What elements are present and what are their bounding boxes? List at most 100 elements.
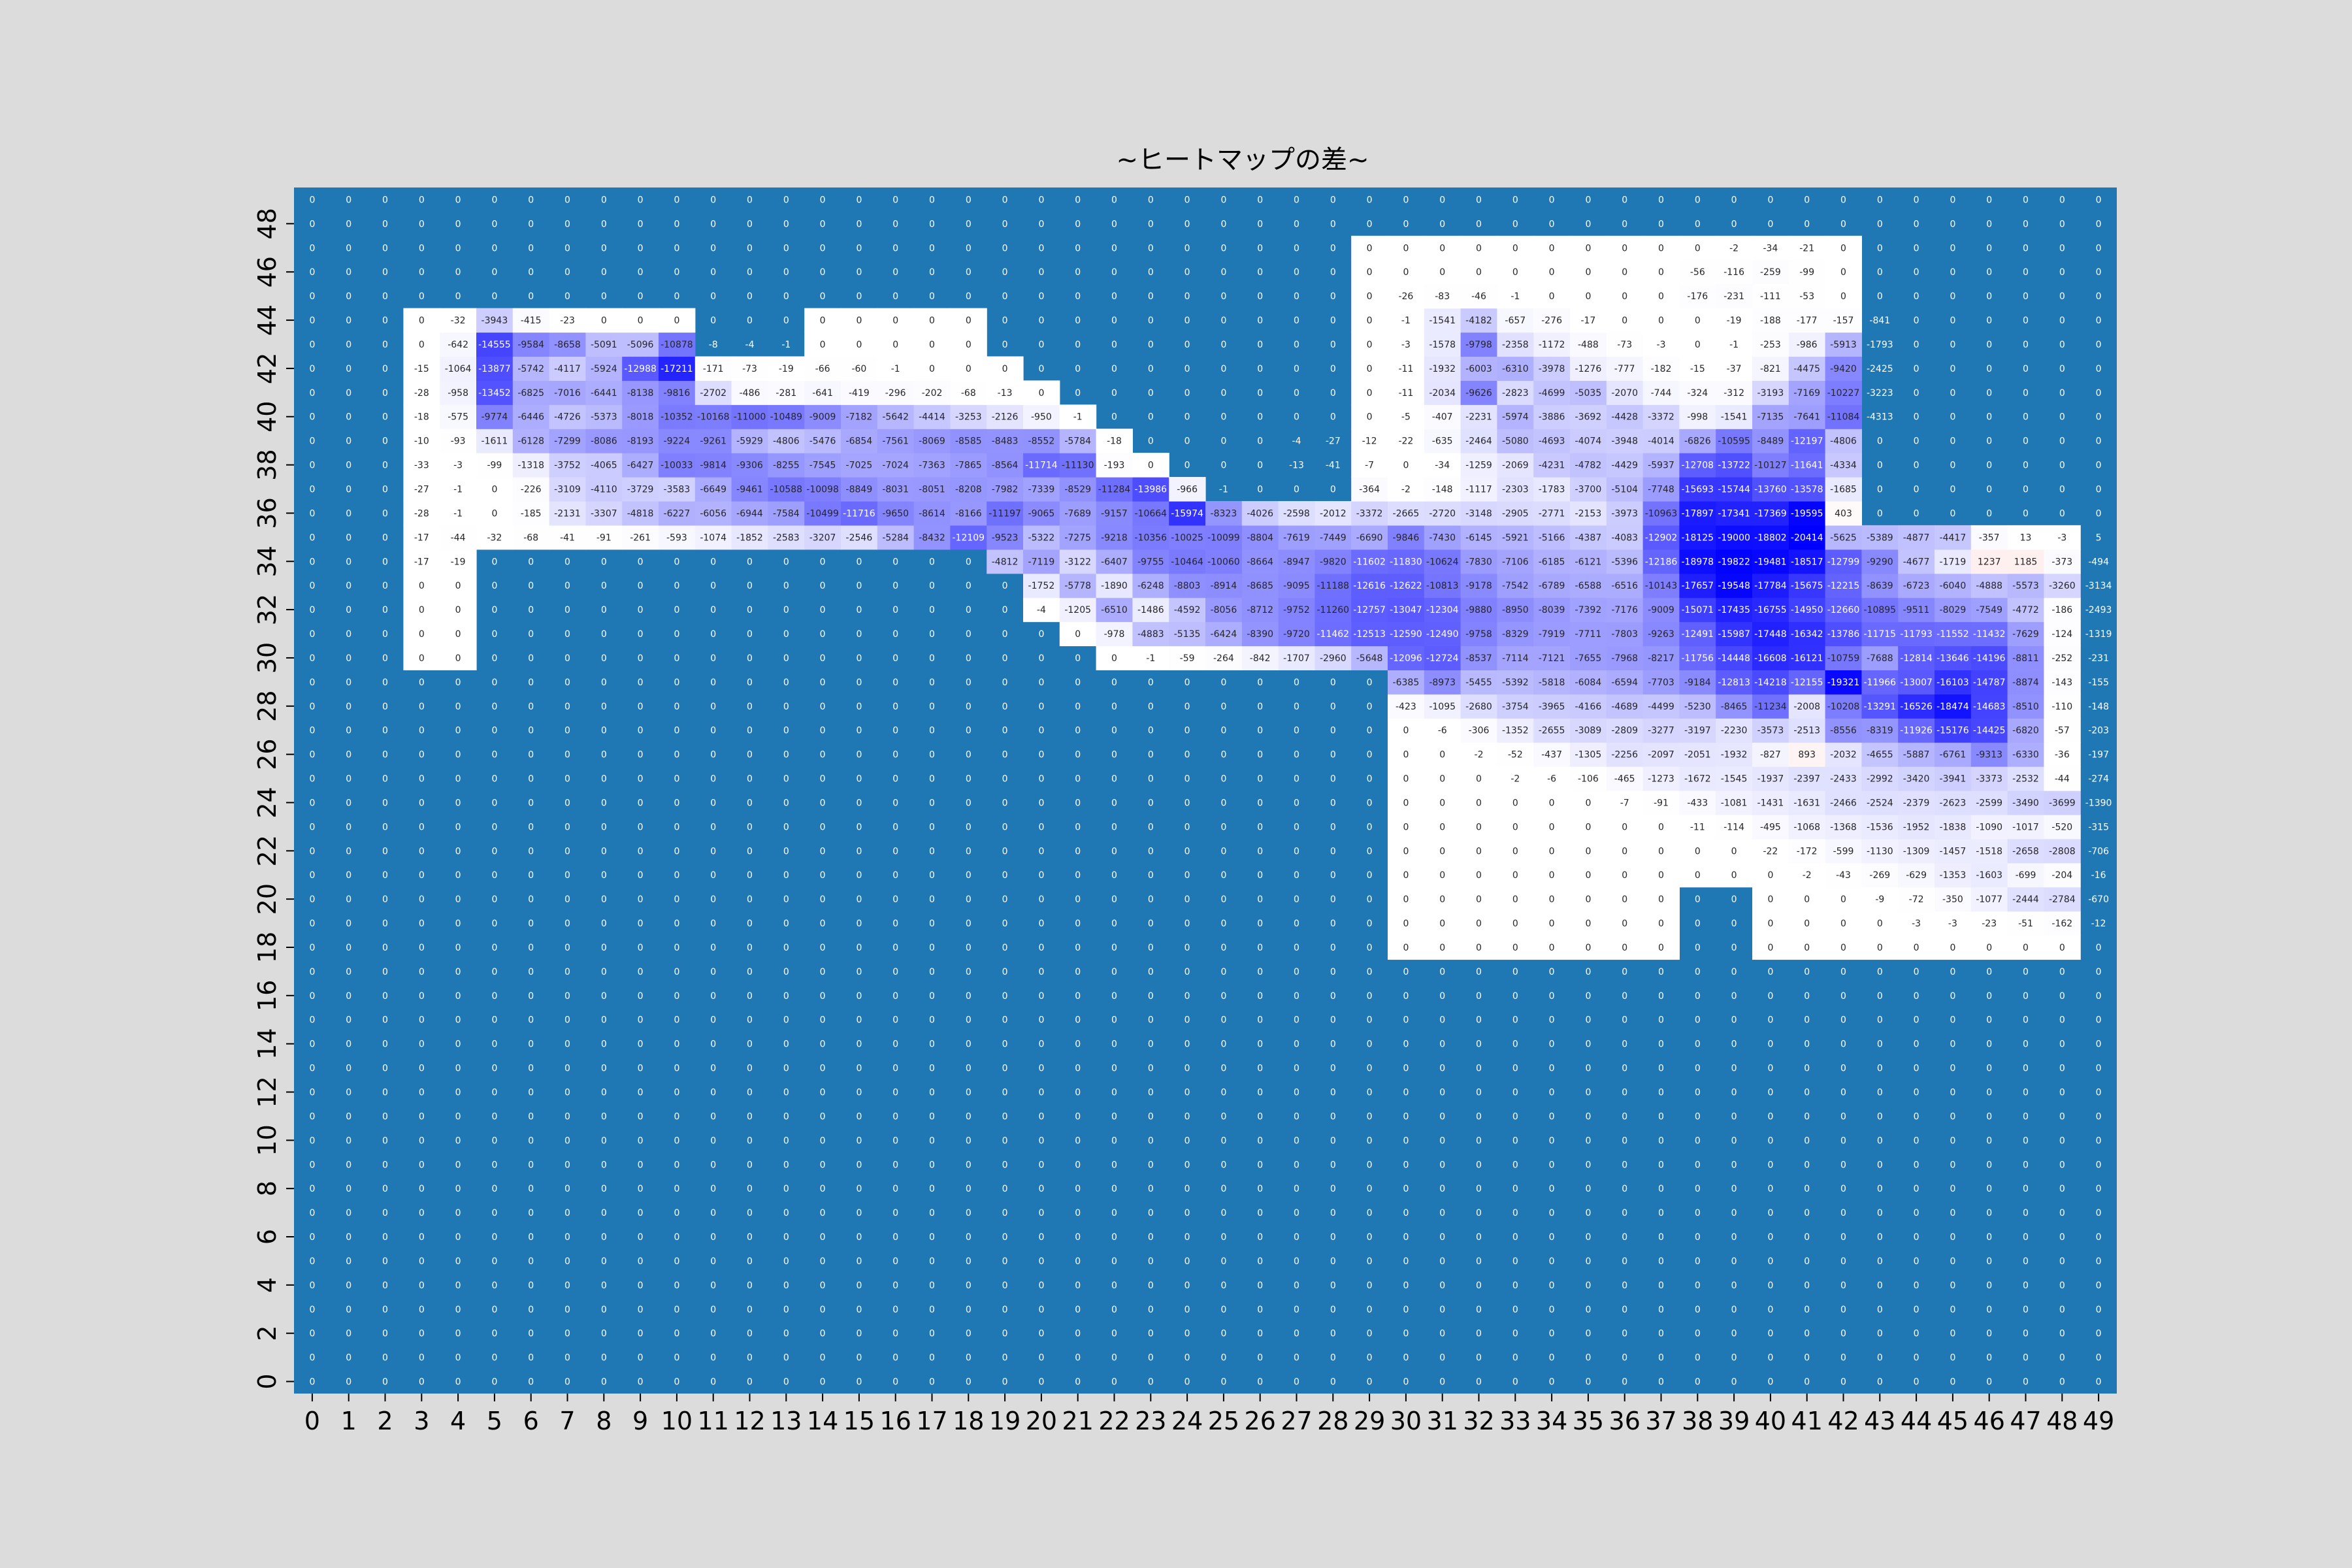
cell-value-label: 0 [1330,195,1336,205]
cell-value-label: 0 [346,316,351,326]
y-tick-label: 22 [253,835,282,866]
heatmap-cell [1606,453,1644,478]
cell-value-label: 0 [1148,195,1154,205]
cell-value-label: -12109 [953,532,985,543]
cell-value-label: 0 [1622,1329,1627,1339]
cell-value-label: -7561 [882,436,909,447]
cell-value-label: 0 [1549,1015,1555,1026]
heatmap-cell [1388,621,1425,647]
cell-value-label: 0 [1476,219,1482,229]
heatmap-cell [1460,814,1497,840]
cell-value-label: 0 [1220,412,1226,423]
cell-value-label: 0 [892,822,898,832]
heatmap-cell [1533,573,1571,598]
cell-value-label: 0 [1439,967,1445,977]
cell-value-label: 0 [346,219,351,229]
cell-value-label: 0 [1002,846,1008,857]
cell-value-label: -3700 [1575,485,1602,495]
cell-value-label: 0 [1512,1184,1518,1194]
cell-value-label: 0 [1075,316,1081,326]
cell-value-label: 0 [2059,1088,2065,1098]
heatmap-cell [1752,380,1789,405]
cell-value-label: 0 [1367,726,1373,736]
cell-value-label: -8319 [1867,726,1893,736]
cell-value-label: -114 [1723,822,1744,832]
cell-value-label: 0 [528,1377,534,1388]
cell-value-label: 0 [747,1208,753,1218]
cell-value-label: 0 [419,1160,425,1170]
cell-value-label: -5642 [882,412,909,423]
cell-value-label: 0 [382,653,388,664]
heatmap-cell [2007,670,2044,694]
cell-value-label: -5135 [1174,629,1201,640]
cell-value-label: 0 [455,1256,461,1267]
cell-value-label: 0 [1476,1111,1482,1122]
cell-value-label: 0 [1986,1015,1992,1026]
cell-value-label: -465 [1614,774,1635,785]
cell-value-label: 0 [929,364,935,374]
heatmap-cell [1059,621,1097,647]
cell-value-label: 0 [966,195,972,205]
cell-value-label: 0 [1585,1184,1591,1194]
cell-value-label: -5573 [2012,581,2039,591]
heatmap-cell [1788,477,1826,502]
cell-value-label: 0 [1439,1039,1445,1050]
cell-value-label: 0 [528,219,534,229]
cell-value-label: 0 [1840,1232,1846,1243]
cell-value-label: 0 [1914,943,1919,953]
cell-value-label: 0 [966,1353,972,1364]
cell-value-label: -2 [1401,485,1411,495]
cell-value-label: 0 [820,1184,826,1194]
cell-value-label: 0 [1986,967,1992,977]
cell-value-label: 0 [601,1353,607,1364]
cell-value-label: -4883 [1137,629,1164,640]
cell-value-label: 0 [419,750,425,760]
heatmap-cell [1825,404,1862,429]
cell-value-label: 0 [346,774,351,785]
cell-value-label: 0 [1220,219,1226,229]
cell-value-label: -18 [1107,436,1122,447]
cell-value-label: -8217 [1648,653,1674,664]
cell-value-label: 0 [491,846,497,857]
cell-value-label: 0 [638,243,644,253]
cell-value-label: -99 [487,461,502,471]
cell-value-label: -2008 [1793,702,1820,712]
cell-value-label: 0 [1403,1064,1409,1074]
heatmap-cell [1497,525,1534,550]
cell-value-label: 0 [1294,1015,1299,1026]
cell-value-label: -4806 [1830,436,1857,447]
cell-value-label: -5080 [1502,436,1529,447]
cell-value-label: 0 [2023,461,2029,471]
heatmap-cell [1460,477,1497,502]
cell-value-label: -28 [414,508,429,519]
heatmap-cell [1497,404,1534,429]
cell-value-label: 0 [674,267,679,278]
cell-value-label: 0 [966,822,972,832]
cell-value-label: 0 [1476,943,1482,953]
cell-value-label: 0 [1512,1353,1518,1364]
cell-value-label: 0 [601,774,607,785]
heatmap-cell [1278,500,1315,526]
heatmap-cell [1642,380,1680,405]
cell-value-label: -226 [521,485,542,495]
cell-value-label: 0 [1111,822,1117,832]
cell-value-label: 0 [674,605,679,615]
cell-value-label: 0 [2059,1305,2065,1315]
cell-value-label: 0 [1002,605,1008,615]
cell-value-label: -16608 [1754,653,1787,664]
heatmap-cell [1788,380,1826,405]
cell-value-label: 0 [1804,1184,1810,1194]
heatmap-cell [1679,645,1716,670]
cell-value-label: -7542 [1502,581,1529,591]
cell-value-label: 0 [674,919,679,929]
cell-value-label: 0 [1184,1015,1190,1026]
heatmap-cell [1424,525,1462,550]
cell-value-label: -10588 [770,485,803,495]
cell-value-label: 0 [601,798,607,808]
cell-value-label: 0 [1840,1184,1846,1194]
cell-value-label: 0 [783,267,789,278]
cell-value-label: 0 [455,195,461,205]
cell-value-label: 0 [674,243,679,253]
cell-value-label: 0 [1294,388,1299,399]
cell-value-label: 0 [747,1353,753,1364]
